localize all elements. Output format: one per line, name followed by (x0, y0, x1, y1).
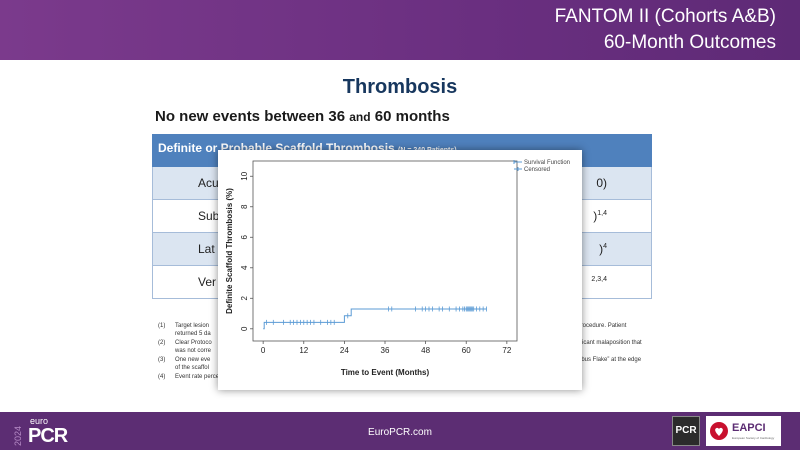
footnote-line: of the scaffol (175, 365, 209, 371)
logo-year-text: 2024 (14, 426, 23, 446)
footnote-number: (3) (158, 357, 166, 363)
x-tick-label: 12 (299, 346, 308, 355)
x-tick-label: 60 (462, 346, 471, 355)
legend-censored-label: Censored (524, 167, 550, 173)
y-tick-label: 8 (240, 204, 249, 209)
logo-year: 2024 (14, 426, 23, 446)
x-axis-label: Time to Event (Months) (341, 368, 430, 377)
footnote-line: One new eve (175, 357, 211, 363)
header-title-line2: 60-Month Outcomes (603, 32, 776, 53)
y-tick-label: 2 (240, 296, 249, 301)
subtitle-main: No new events between 36 (155, 108, 346, 125)
pcr-badge: PCR (672, 416, 700, 446)
row-value-text: 0) (596, 176, 607, 190)
footnote-line: Target lesion (175, 323, 210, 329)
slide-title: Thrombosis (342, 76, 458, 98)
x-tick-label: 24 (340, 346, 349, 355)
y-tick-label: 4 (240, 265, 249, 270)
legend-survival-label: Survival Function (524, 160, 570, 166)
x-tick-label: 0 (261, 346, 266, 355)
legend: Survival Function Censored (513, 160, 570, 173)
footnote: (2) Clear Protoco was not corre signific… (158, 339, 678, 355)
footnote-number: (4) (158, 374, 166, 380)
footnote: (3) One new eve of the scaffol ombus Fla… (158, 356, 678, 372)
row-value: 0) (596, 176, 607, 190)
footer-url[interactable]: EuroPCR.com (368, 427, 432, 438)
x-tick-label: 72 (502, 346, 511, 355)
row-value-sup: 2,3,4 (591, 276, 607, 283)
row-label: Ver (198, 275, 217, 289)
logo-pcr: PCR (28, 425, 68, 447)
row-label: Acu (198, 176, 219, 190)
footer-bar: 2024 euro PCR EuroPCR.com PCR EAPCI Euro… (0, 412, 800, 450)
eapci-text: EAPCI (732, 422, 766, 434)
x-tick-label: 36 (381, 346, 390, 355)
header-banner: FANTOM II (Cohorts A&B) 60-Month Outcome… (0, 0, 800, 60)
footnote-right: significant malaposition that (568, 340, 642, 346)
row-value: )1,4 (593, 209, 607, 223)
row-value: )4 (599, 242, 607, 256)
logo-euro: euro (30, 416, 49, 426)
y-tick-label: 10 (240, 171, 249, 180)
subtitle-end: 60 months (374, 108, 450, 125)
row-value-text: ) (593, 209, 598, 223)
row-value-sup: 1,4 (597, 210, 607, 217)
footnote-number: (1) (158, 323, 166, 329)
row-value-sup: 4 (603, 243, 607, 250)
header-title-line1: FANTOM II (Cohorts A&B) (554, 6, 776, 27)
row-value: 2,3,4 (591, 275, 607, 289)
footnote-number: (2) (158, 340, 166, 346)
subtitle-and: and (349, 110, 371, 124)
row-value-text: ) (599, 242, 604, 256)
row-label: Sub (198, 209, 220, 223)
x-tick-label: 48 (421, 346, 430, 355)
row-label: Lat (198, 242, 215, 256)
survival-curve (263, 308, 487, 330)
footnote-right: ombus Flake” at the edge (573, 357, 642, 363)
plot-frame (252, 160, 518, 342)
y-tick-label: 6 (240, 234, 249, 239)
eapci-logo: EAPCI European Society of Cardiology (706, 416, 781, 446)
eapci-sub: European Society of Cardiology (732, 436, 775, 440)
footnote-line: returned 5 da (175, 331, 211, 337)
footnote-line: Clear Protoco (175, 340, 212, 346)
footnote-right: dex procedure. Patient (566, 323, 627, 329)
footnote-line: was not corre (175, 348, 212, 354)
km-chart-card: 0 2 4 6 8 10 0 12 24 36 48 60 72 Definite Scaffold … (218, 150, 582, 390)
slide-subtitle: No new events between 36 and 60 months (155, 108, 450, 125)
y-tick-label: 0 (240, 326, 249, 331)
footnote: (1) Target lesion returned 5 da dex proc… (158, 322, 678, 338)
eapci-heart-icon (710, 422, 728, 440)
y-axis-label: Definite Scaffold Thrombosis (%) (225, 188, 234, 314)
